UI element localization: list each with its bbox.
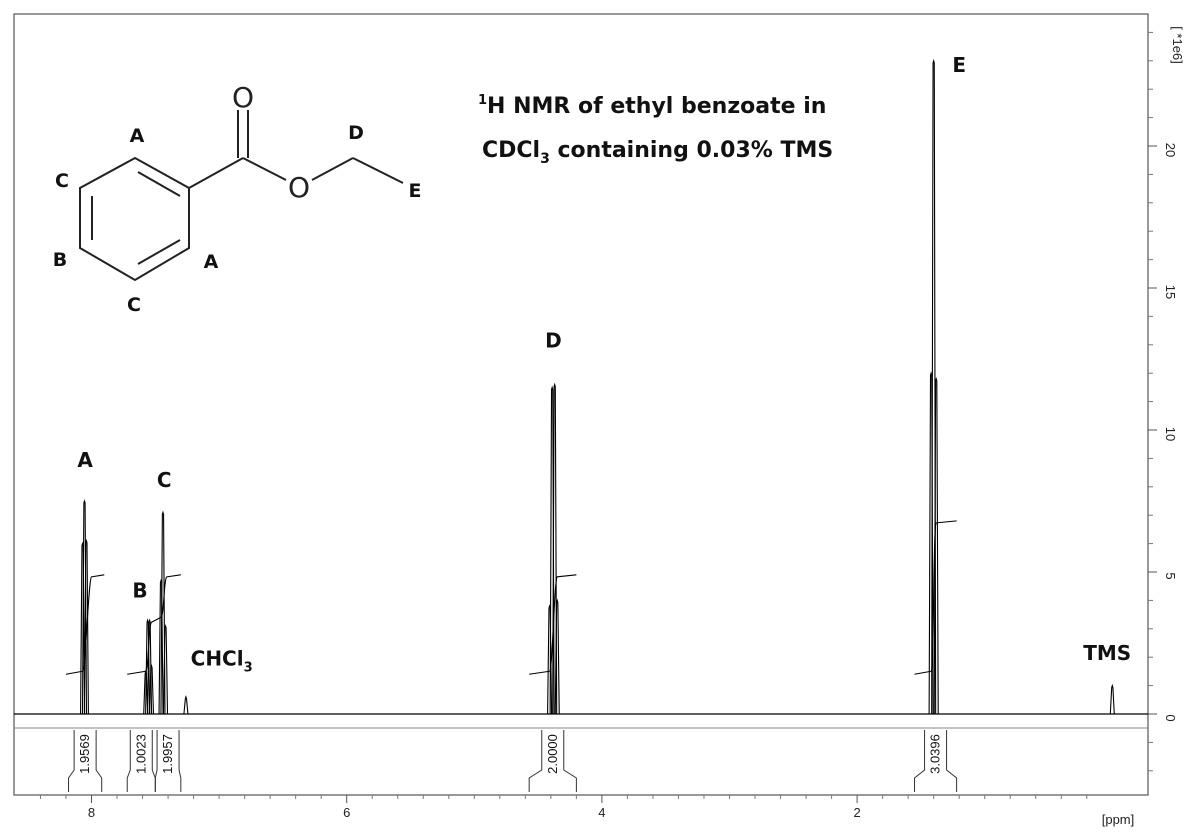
bond-ring-carbonyl — [188, 157, 244, 189]
structure-label-d: D — [348, 122, 364, 144]
integral-curve — [529, 574, 577, 675]
ring-inner-bond-2 — [137, 239, 181, 265]
chart-title-line2: CDCl3 containing 0.03% TMS — [482, 138, 833, 167]
y-tick-label: 10 — [1163, 427, 1178, 441]
x-tick-label: 2 — [853, 805, 860, 820]
spectrum-peak-line — [1109, 683, 1115, 715]
spectrum-peak-line — [931, 58, 937, 715]
y-tick-label: 15 — [1163, 285, 1178, 299]
peak-annotation: B — [132, 579, 147, 603]
integral-curve — [155, 574, 181, 621]
structure-label-c-bottom: C — [127, 294, 141, 316]
ester-oxygen-label: O — [288, 171, 310, 204]
integral-curve — [65, 574, 105, 675]
peak-annotation: TMS — [1083, 641, 1131, 665]
integral-bracket — [68, 730, 103, 792]
structure-label-c-top: C — [55, 170, 69, 192]
bond-ch2-ch3 — [352, 157, 404, 184]
x-tick-label: 6 — [343, 805, 350, 820]
spectrum-peak-line — [552, 382, 558, 715]
structure-label-a-top: A — [130, 125, 145, 147]
plot-frame — [13, 13, 1149, 796]
spectrum-peak-line — [933, 376, 939, 715]
x-tick-label: 8 — [88, 805, 95, 820]
integral-value: 1.9569 — [77, 734, 92, 774]
title-superscript: 1 — [478, 93, 487, 108]
y-tick-label: 5 — [1163, 572, 1178, 579]
y-tick-label: 20 — [1163, 143, 1178, 157]
structure-label-a-right: A — [204, 251, 219, 273]
integral-curve — [127, 619, 156, 675]
integral-value: 2.0000 — [545, 734, 560, 774]
integral-curve — [914, 520, 957, 675]
title-line1-text: H NMR of ethyl benzoate in — [487, 94, 826, 119]
title-line2-post: containing 0.03% TMS — [550, 138, 833, 163]
structure-label-e: E — [409, 180, 422, 202]
title-line2-pre: CDCl — [482, 138, 540, 163]
annotation-text: CHCl — [191, 647, 244, 671]
integral-bracket — [528, 730, 577, 792]
spectrum-peak-line — [183, 695, 189, 715]
spectrum-peak-line — [160, 510, 166, 715]
title-line2-sub: 3 — [540, 151, 550, 167]
spectrum-peak-line — [148, 663, 155, 715]
peak-annotation: A — [77, 448, 93, 472]
peak-annotation: C — [157, 468, 172, 492]
benzene-ring — [79, 156, 190, 282]
integral-value: 3.0396 — [928, 734, 943, 774]
bond-carbonyl-oxygen — [242, 157, 287, 181]
spectrum-peak-line — [554, 598, 560, 715]
spectrum-peak-line — [162, 624, 169, 715]
ring-inner-bond-1 — [137, 171, 181, 197]
spectrum-peak-line — [83, 538, 89, 715]
integral-bracket — [914, 730, 958, 792]
y-tick-label: 0 — [1163, 714, 1178, 721]
x-tick-label: 4 — [598, 805, 605, 820]
integral-value: 1.0023 — [133, 734, 148, 774]
integral-value: 1.9957 — [160, 734, 175, 774]
integral-bracket — [154, 730, 182, 792]
carbonyl-oxygen-label: O — [232, 81, 254, 114]
structure-label-b: B — [53, 249, 67, 271]
y-axis-label: [ *1e6] — [1170, 26, 1185, 64]
ethyl-benzoate-structure — [79, 110, 404, 282]
peak-annotation: D — [545, 329, 562, 353]
peak-annotation: CHCl3 — [191, 647, 253, 676]
bond-oxygen-ch2 — [311, 157, 354, 181]
peak-annotation: E — [952, 53, 966, 77]
annotation-subscript: 3 — [244, 661, 253, 676]
x-axis-label: [ppm] — [1102, 812, 1135, 827]
chart-title-line1: 1H NMR of ethyl benzoate in — [478, 93, 826, 119]
